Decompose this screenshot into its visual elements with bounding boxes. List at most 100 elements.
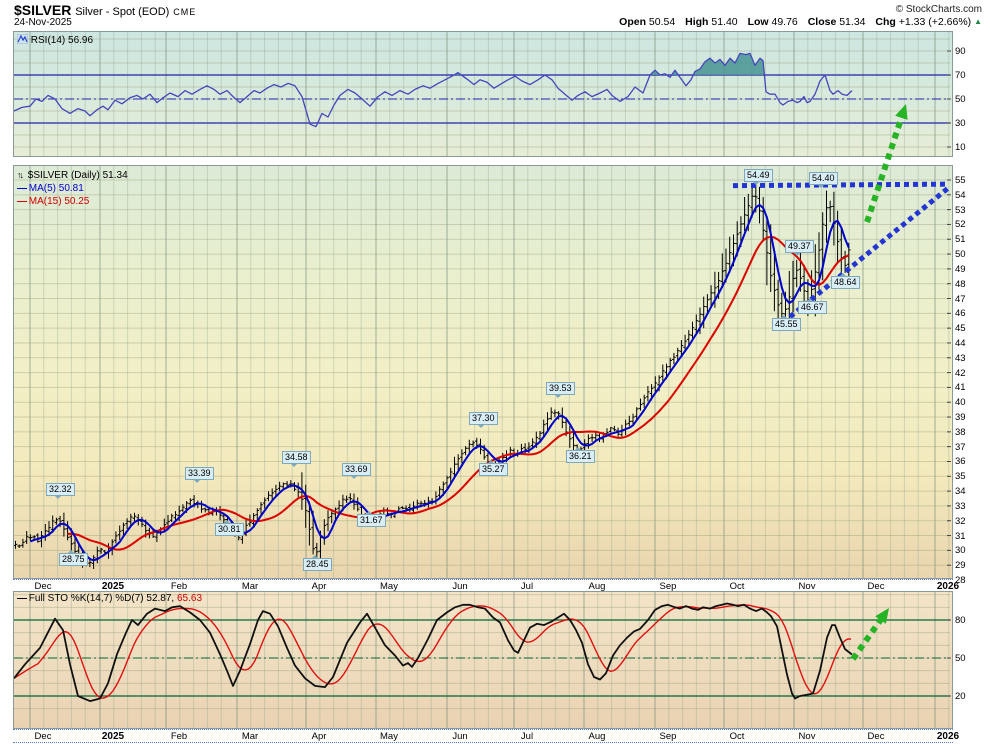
ma5-legend-label: MA(5) 50.81 [28, 183, 84, 194]
month-label: Jul [520, 731, 534, 742]
month-label: Jun [452, 731, 468, 742]
price-callout-label: 31.67 [357, 511, 386, 527]
sto-legend-label: Full STO %K(14,7) %D(7) 52.87, [28, 593, 175, 604]
month-label: Nov [798, 581, 816, 592]
high-value: 51.40 [711, 16, 738, 28]
symbol: $SILVER [14, 2, 72, 18]
price-axis-label: 32 [955, 515, 966, 527]
month-label: Apr [311, 731, 327, 742]
price-callout-label: 33.69 [342, 463, 371, 479]
copyright: © StockCharts.com [895, 4, 982, 15]
price-axis-label: 42 [955, 367, 966, 379]
high-label: High [685, 16, 709, 28]
price-axis-label: 48 [955, 278, 966, 290]
month-label: Aug [588, 581, 606, 592]
close-value: 51.34 [839, 16, 866, 28]
sto-legend: — Full STO %K(14,7) %D(7) 52.87, 65.63 [17, 593, 202, 604]
price-axis-label: 53 [955, 204, 966, 216]
price-axis-label: 34 [955, 486, 966, 498]
exchange: CME [173, 7, 197, 17]
month-label: 2026 [936, 581, 960, 592]
rsi-panel [13, 31, 953, 157]
price-callout-label: 48.64 [831, 273, 860, 289]
x-axis-months-lower: Dec 2025 Feb Mar Apr May Jun Jul Aug Sep Oct Nov Dec… [13, 729, 959, 743]
month-label: Dec [34, 731, 52, 742]
price-axis-label: 38 [955, 426, 966, 438]
price-axis-label: 50 [955, 249, 966, 261]
price-axis-label: 46 [955, 308, 966, 320]
month-label: Oct [729, 581, 745, 592]
price-axis-label: 31 [955, 530, 966, 542]
rsi-legend: RSI(14) 56.96 [16, 33, 93, 46]
month-label: Jul [520, 581, 534, 592]
sto-axis-label: 20 [955, 691, 966, 702]
price-callout-label: 34.58 [282, 451, 311, 467]
month-label: Mar [241, 581, 259, 592]
month-label: 2025 [101, 731, 125, 742]
ma5-color-dash-icon: — [17, 183, 27, 194]
chart-date: 24-Nov-2025 [14, 17, 72, 28]
price-callout-label: 49.37 [785, 240, 814, 256]
updown-arrows-icon: ↑↓ [17, 170, 24, 180]
price-legend-symbol: $SILVER (Daily) 51.34 [27, 170, 128, 181]
price-callout-label: 30.81 [215, 520, 244, 536]
price-axis-label: 36 [955, 456, 966, 468]
month-label: Feb [170, 581, 188, 592]
chg-value: +1.33 (+2.66%) [898, 16, 972, 28]
month-label: Dec [867, 581, 885, 592]
price-callout-label: 54.40 [809, 172, 838, 188]
price-axis-label: 45 [955, 323, 966, 335]
month-label: 2025 [101, 581, 125, 592]
price-callout-label: 28.45 [303, 555, 332, 571]
price-axis-label: 44 [955, 337, 966, 349]
month-label: 2026 [936, 731, 960, 742]
price-axis-label: 41 [955, 382, 966, 394]
rsi-indicator-icon [16, 33, 29, 45]
mainPanel-svg [14, 166, 951, 578]
rsiPanel-svg [14, 32, 951, 156]
symbol-name: Silver - Spot (EOD) [75, 6, 170, 18]
sto-axis-label: 80 [955, 615, 966, 626]
price-axis-label: 28 [955, 575, 966, 586]
price-callout-label: 32.32 [46, 483, 75, 499]
month-label: Aug [588, 731, 606, 742]
sto-d-value: 65.63 [177, 593, 203, 604]
month-label: Dec [867, 731, 885, 742]
price-axis-label: 29 [955, 560, 966, 572]
month-label: Dec [34, 581, 52, 592]
price-callout-label: 35.27 [479, 460, 508, 476]
x-axis-months-upper: Dec 2025 Feb Mar Apr May Jun Jul Aug Sep Oct Nov Dec… [13, 579, 959, 592]
month-label: Sep [659, 581, 677, 592]
sto-color-dash-icon: — [17, 593, 27, 604]
price-axis-label: 33 [955, 500, 966, 512]
month-label: Apr [311, 581, 327, 592]
stoPanel-svg [14, 592, 951, 728]
rsi-axis-label: 90 [955, 46, 966, 57]
month-label: Nov [798, 731, 816, 742]
month-label: Jun [452, 581, 468, 592]
close-label: Close [807, 16, 837, 28]
price-callout-label: 45.55 [772, 315, 801, 331]
price-axis-label: 37 [955, 441, 966, 453]
price-callout-label: 36.21 [566, 447, 595, 463]
price-callout-label: 54.49 [744, 169, 773, 185]
open-label: Open [619, 16, 646, 28]
open-value: 50.54 [648, 16, 676, 28]
price-axis-label: 51 [955, 234, 966, 246]
price-callout-label: 37.30 [469, 412, 498, 428]
low-label: Low [747, 16, 769, 28]
sto-axis-label: 50 [955, 653, 966, 664]
month-label: Oct [729, 731, 745, 742]
price-axis-label: 30 [955, 545, 966, 557]
price-axis-label: 49 [955, 263, 966, 275]
price-panel [13, 165, 953, 579]
price-axis-label: 40 [955, 397, 966, 409]
rsi-axis-label: 10 [955, 142, 966, 153]
price-callout-label: 33.39 [185, 467, 214, 483]
change-up-triangle-icon: ▲ [974, 17, 982, 26]
price-callout-label: 46.67 [798, 298, 827, 314]
month-label: May [380, 581, 398, 592]
chg-label: Chg [875, 16, 896, 28]
price-axis-label: 43 [955, 352, 966, 364]
rsi-axis-label: 70 [955, 70, 966, 81]
